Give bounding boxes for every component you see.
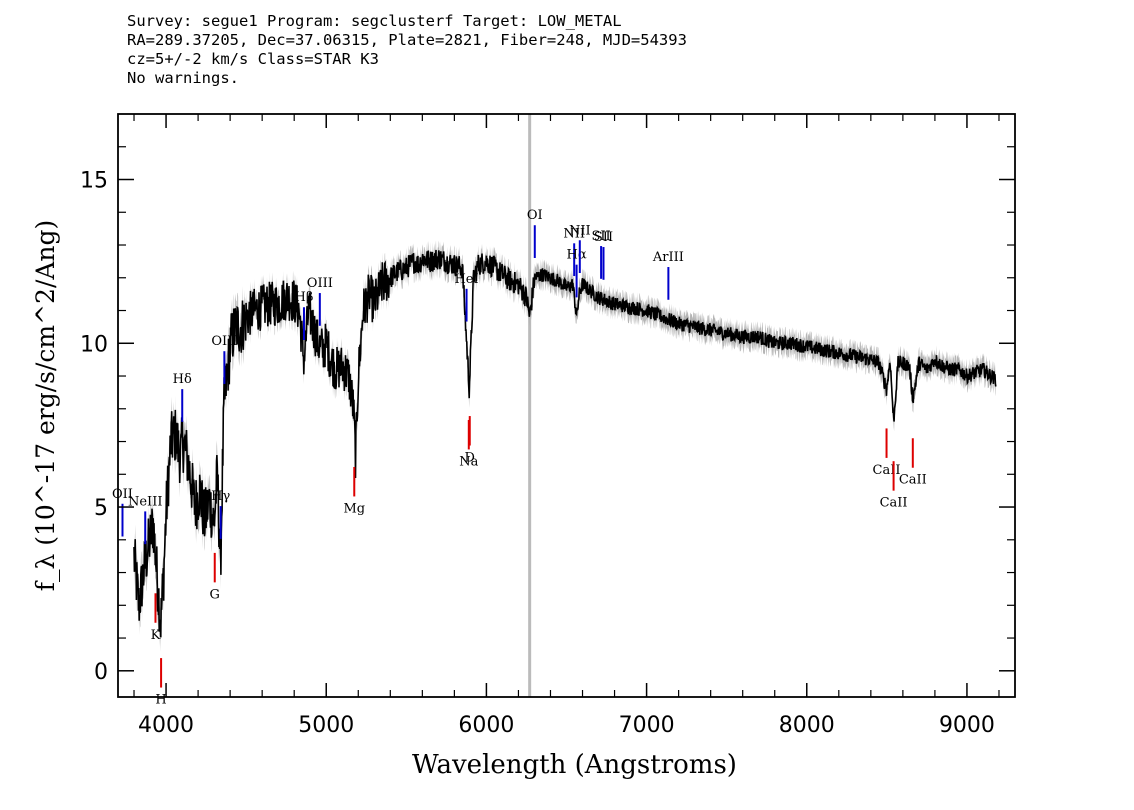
emission-line-label: ArIII [652, 250, 684, 265]
absorption-line-label: H [155, 693, 166, 708]
emission-line-label: Hγ [211, 489, 230, 504]
plot-frame [117, 113, 1016, 698]
absorption-line-label: CaII [899, 473, 927, 488]
header-line-2: RA=289.37205, Dec=37.06315, Plate=2821, … [127, 31, 687, 49]
absorption-line-label: CaII [880, 496, 908, 511]
emission-line-label: NII [569, 223, 591, 238]
emission-line-label: NeIII [128, 494, 162, 509]
x-tick-label: 7000 [619, 713, 675, 738]
emission-line-label: SII [592, 229, 611, 244]
absorption-line-label: G [210, 587, 220, 602]
x-axis-label: Wavelength (Angstroms) [412, 750, 737, 780]
emission-line-label: NII [563, 226, 585, 241]
absorption-line-label: CaII [873, 463, 901, 478]
header-line-4: No warnings. [127, 69, 239, 87]
emission-line-label: SII [594, 230, 613, 245]
y-tick-label: 0 [94, 660, 108, 685]
header-line-1: Survey: segue1 Program: segclusterf Targ… [127, 12, 622, 30]
emission-line-label: OI [527, 208, 543, 223]
x-tick-label: 5000 [298, 713, 354, 738]
flux-error-band [134, 240, 996, 653]
emission-line-label: Hα [567, 248, 587, 263]
x-tick-label: 6000 [458, 713, 514, 738]
x-tick-label: 8000 [779, 713, 835, 738]
header-line-3: cz=5+/-2 km/s Class=STAR K3 [127, 50, 379, 68]
x-tick-label: 4000 [138, 713, 194, 738]
absorption-line-label: D [465, 451, 475, 466]
x-tick-label: 9000 [939, 713, 995, 738]
emission-line-label: Hδ [173, 372, 192, 387]
emission-line-label: OIII [211, 334, 237, 349]
y-tick-label: 15 [80, 169, 108, 194]
y-axis-label: f_λ (10^-17 erg/s/cm^2/Ang) [31, 220, 60, 592]
absorption-line-label: Na [459, 454, 478, 469]
emission-line-label: OIII [307, 276, 333, 291]
flux-series-line [133, 249, 997, 638]
y-tick-label: 5 [94, 496, 108, 521]
emission-line-label: Hβ [295, 290, 314, 305]
y-tick-label: 10 [80, 332, 108, 357]
absorption-line-label: Mg [343, 501, 365, 516]
absorption-line-label: K [151, 628, 161, 643]
plot-area [133, 114, 997, 697]
emission-line-label: HeI [454, 272, 478, 287]
